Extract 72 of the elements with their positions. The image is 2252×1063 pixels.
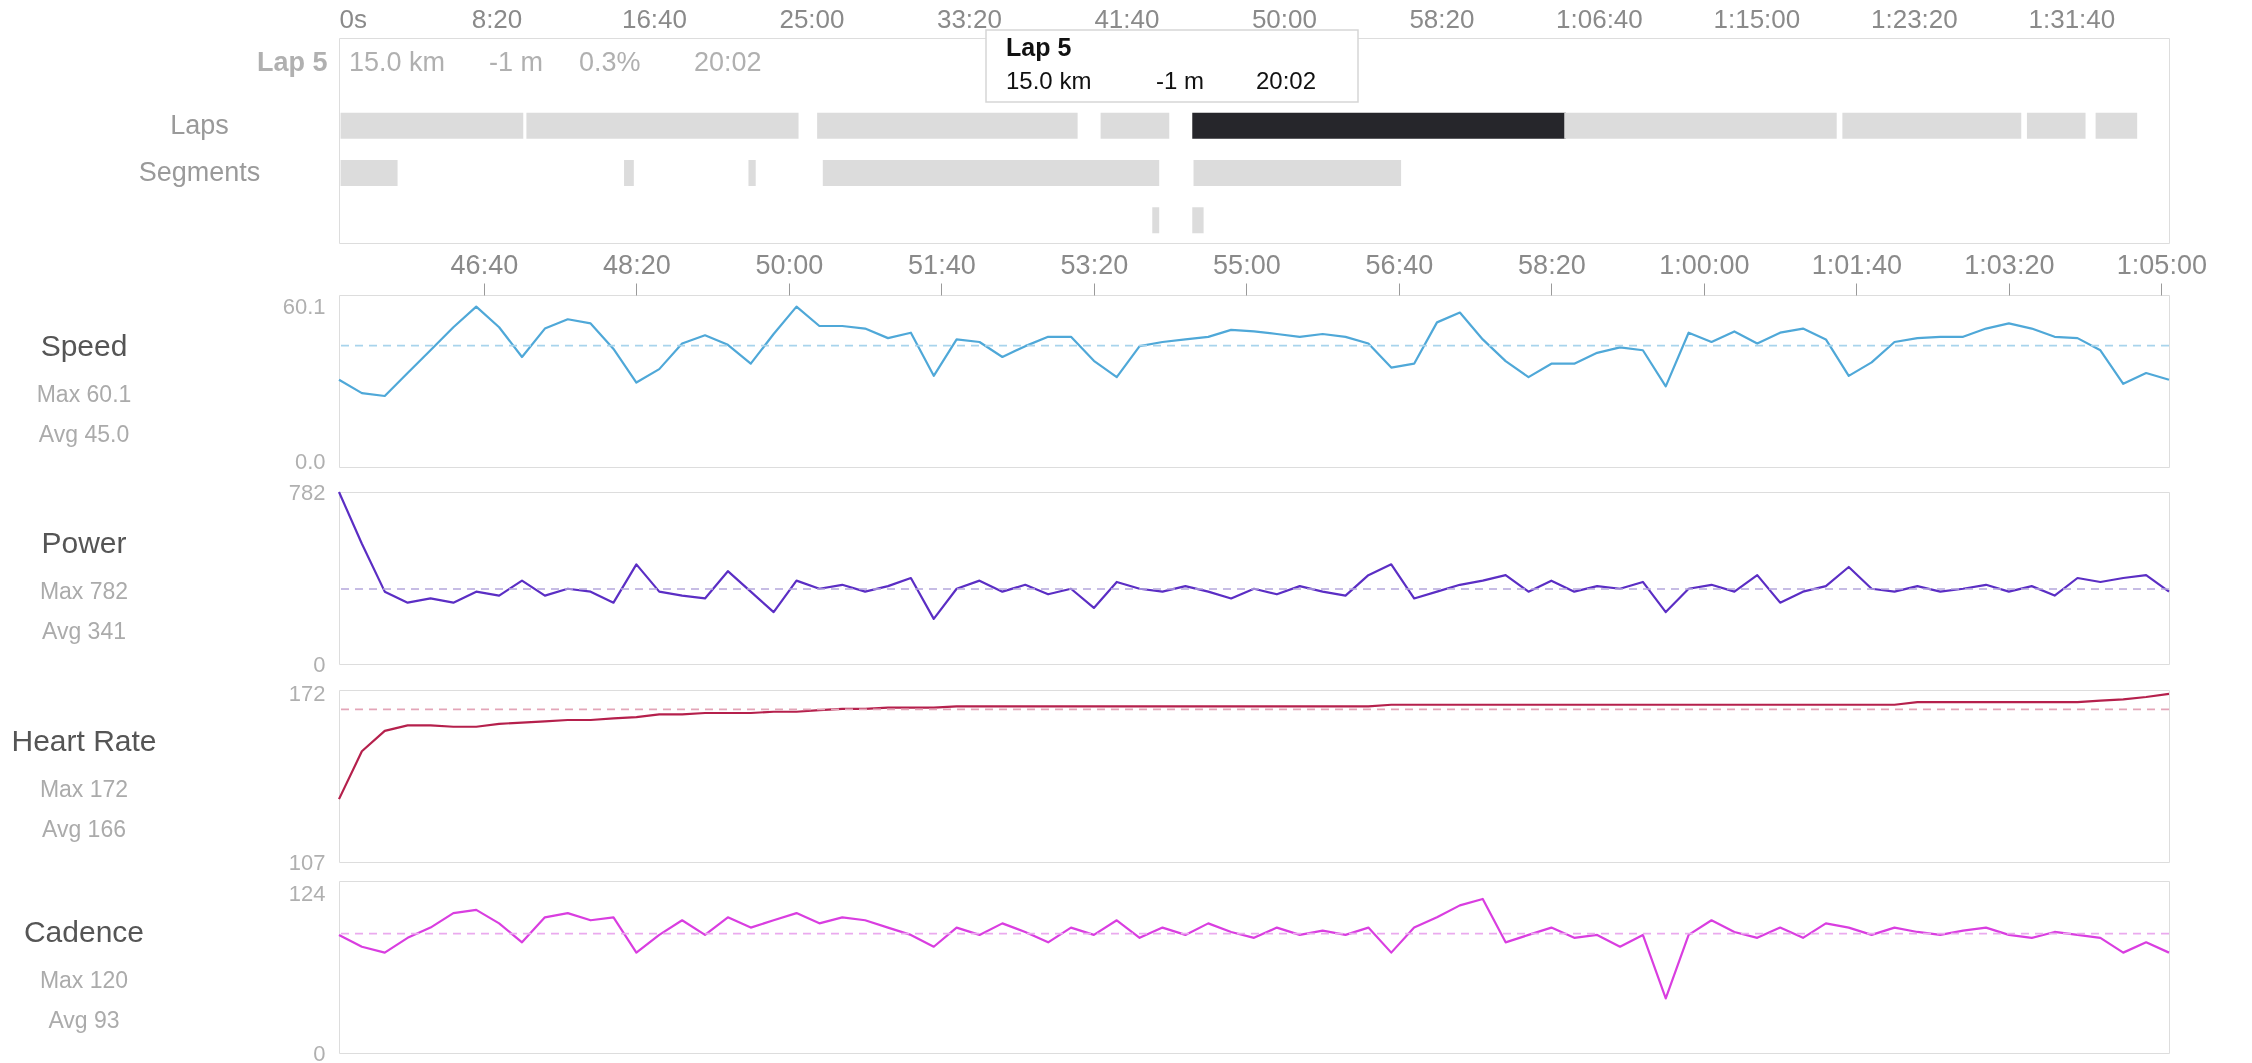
- text: 15.0 km: [349, 47, 446, 77]
- text: Avg 166: [42, 816, 126, 842]
- bar: [1152, 207, 1160, 234]
- x-tick-label: 8:20: [471, 3, 523, 34]
- text: 20:02: [1256, 67, 1317, 94]
- line-series: [337, 490, 2171, 621]
- y-tick-label: 0: [313, 651, 326, 677]
- x-tick-label: 25:00: [779, 3, 845, 34]
- x-tick-label: 51:40: [908, 249, 976, 280]
- bar: [2095, 112, 2138, 139]
- bar: [526, 112, 799, 139]
- line-series: [337, 692, 2171, 801]
- text: Max 782: [39, 578, 129, 604]
- y-tick-label: 0: [313, 1040, 326, 1063]
- text: Avg 341: [42, 618, 126, 644]
- x-tick-label: 1:15:00: [1713, 3, 1801, 34]
- x-tick-label: 56:40: [1365, 249, 1434, 280]
- x-tick-label: 33:20: [936, 3, 1002, 34]
- line-series: [337, 897, 2171, 1000]
- x-tick-label: 53:20: [1060, 249, 1129, 280]
- x-tick-label: 1:01:40: [1811, 249, 1902, 280]
- x-tick-label: 58:20: [1518, 249, 1586, 280]
- bar: [624, 160, 634, 186]
- text: Max 120: [39, 967, 129, 993]
- text: Cadence: [23, 915, 145, 948]
- bar: [748, 160, 756, 186]
- text: Avg 93: [48, 1007, 120, 1033]
- y-tick-label: 107: [288, 849, 326, 875]
- bar: [817, 112, 1078, 139]
- bar: [1192, 207, 1204, 234]
- x-tick-label: 1:06:40: [1556, 3, 1643, 34]
- x-tick-label: 0s: [339, 3, 367, 34]
- bar: [1564, 112, 1837, 139]
- text: -1 m: [1156, 67, 1204, 94]
- bar: [1192, 112, 1566, 139]
- x-tick-label: 1:23:20: [1871, 3, 1958, 34]
- x-tick-label: 50:00: [1251, 3, 1317, 34]
- bar: [822, 160, 1160, 186]
- x-tick-label: 1:03:20: [1964, 249, 2055, 280]
- text: Speed: [40, 329, 128, 362]
- bar: [2026, 112, 2086, 139]
- x-tick-label: 46:40: [450, 249, 519, 280]
- y-tick-label: Laps: [170, 109, 229, 140]
- x-tick-label: 1:05:00: [2116, 249, 2207, 280]
- text: Max 172: [39, 776, 129, 802]
- x-tick-label: 41:40: [1094, 3, 1160, 34]
- text: Power: [41, 526, 127, 559]
- y-tick-label: 782: [288, 479, 326, 505]
- bar: [1100, 112, 1170, 139]
- y-tick-label: Segments: [138, 157, 261, 187]
- text: Lap 5: [257, 47, 328, 77]
- x-tick-label: 55:00: [1213, 249, 1281, 280]
- y-tick-label: 0.0: [294, 449, 326, 475]
- line-series: [337, 305, 2171, 398]
- text: 20:02: [694, 47, 762, 77]
- x-tick-label: 1:00:00: [1659, 249, 1750, 280]
- y-tick-label: 172: [288, 681, 326, 707]
- text: Avg 45.0: [38, 421, 130, 447]
- x-tick-label: 1:31:40: [2028, 3, 2116, 34]
- text: Heart Rate: [11, 724, 157, 757]
- text: Max 60.1: [36, 381, 132, 407]
- text: Lap 5: [1006, 33, 1072, 61]
- x-tick-label: 50:00: [755, 249, 824, 280]
- text: -1 m: [489, 47, 543, 77]
- text: 0.3%: [579, 47, 641, 77]
- x-tick-label: 16:40: [621, 3, 688, 34]
- x-tick-label: 48:20: [603, 249, 671, 280]
- y-tick-label: 124: [288, 881, 326, 907]
- x-tick-label: 58:20: [1409, 3, 1475, 34]
- bar: [1842, 112, 2022, 139]
- text: 15.0 km: [1006, 67, 1092, 94]
- y-tick-label: 60.1: [282, 294, 326, 320]
